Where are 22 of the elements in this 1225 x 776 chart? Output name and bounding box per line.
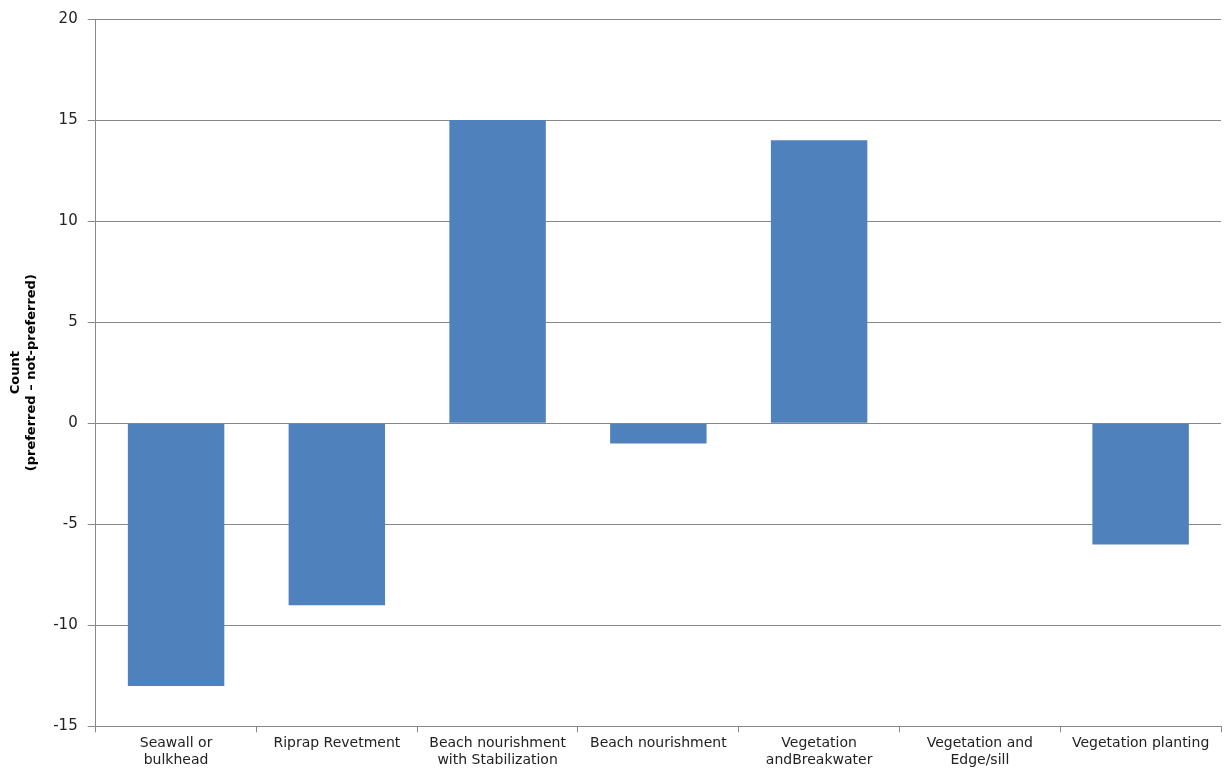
y-tick-label: 20 (58, 8, 78, 27)
x-tick-label: Vegetation and Edge/sill (926, 734, 1033, 768)
bar (288, 423, 386, 606)
y-tick-label: 0 (68, 413, 78, 432)
x-tick-label: Riprap Revetment (273, 734, 401, 751)
bar (1092, 423, 1189, 545)
bar (770, 140, 868, 423)
y-tick-label: 10 (58, 211, 78, 229)
x-tick-label: Seawall or bulkhead (139, 734, 213, 768)
x-tick-label: Vegetation planting (1071, 734, 1210, 751)
bar (610, 423, 707, 444)
y-axis-title: Count (preferred – not-preferred) (7, 274, 38, 472)
bar (127, 423, 225, 686)
x-tick-label: Beach nourishment (590, 734, 728, 751)
bar (449, 120, 546, 423)
y-tick-label: 5 (68, 312, 78, 331)
x-tick-label: Beach nourishment with Stabilization (429, 734, 567, 768)
y-tick-label: -10 (53, 615, 78, 634)
y-tick-label: -5 (62, 514, 78, 533)
y-tick-label: -15 (53, 716, 78, 735)
y-tick-label: 15 (58, 109, 78, 128)
x-tick-label: Vegetation andBreakwater (765, 734, 873, 768)
